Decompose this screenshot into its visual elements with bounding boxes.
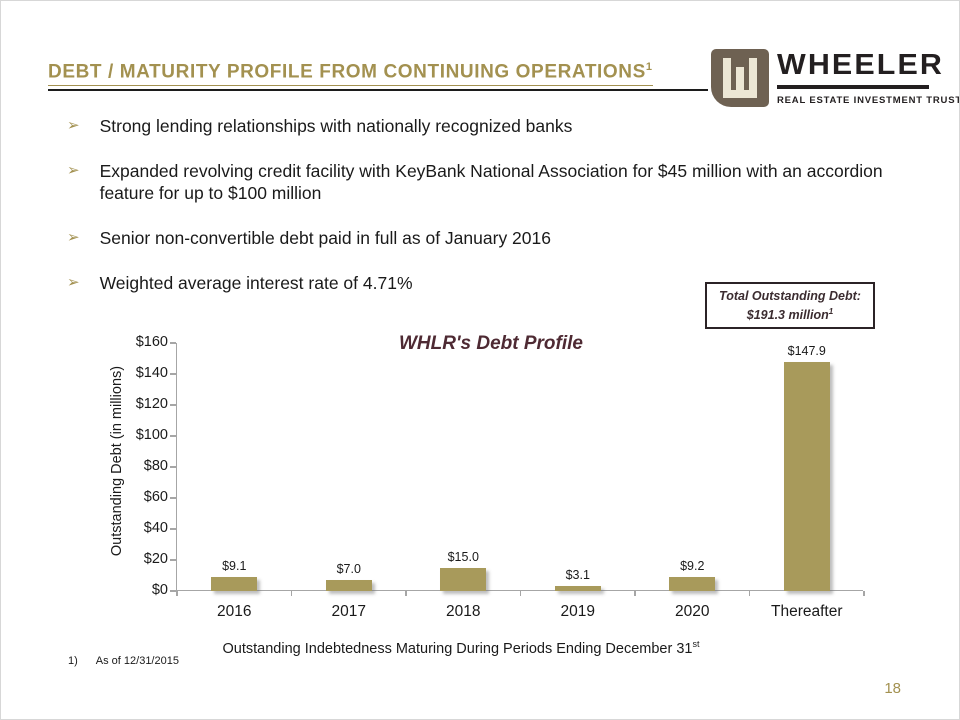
bullet-item: ➢ Strong lending relationships with natio… bbox=[67, 115, 917, 137]
bar-2018 bbox=[440, 567, 487, 591]
footnote-marker: 1) bbox=[68, 655, 78, 667]
bar-value-label: $9.2 bbox=[680, 558, 705, 573]
callout-line1: Total Outstanding Debt: bbox=[719, 289, 861, 303]
bar-2020 bbox=[669, 576, 716, 591]
header-rule bbox=[48, 89, 708, 91]
x-category-label: 2018 bbox=[446, 603, 481, 620]
slide-title-text: DEBT / MATURITY PROFILE FROM CONTINUING … bbox=[48, 61, 646, 83]
x-category-label: 2019 bbox=[560, 603, 595, 620]
y-tick-label: $0 bbox=[151, 582, 168, 598]
x-category-label: Thereafter bbox=[770, 603, 843, 620]
x-tick-mark bbox=[748, 591, 751, 596]
x-tick-mark bbox=[405, 591, 407, 596]
x-tick-mark bbox=[863, 591, 865, 596]
bullet-item: ➢ Senior non-convertible debt paid in ful… bbox=[67, 227, 917, 249]
bar-chart-plot-area: $0 $20 $40 $60 $80 $100 $120 $140 $160 $9.1 2016 $7… bbox=[136, 334, 865, 620]
x-tick-mark bbox=[519, 591, 522, 596]
footnote: 1) As of 12/31/2015 bbox=[68, 655, 179, 667]
x-category-label: 2016 bbox=[217, 603, 252, 620]
bullet-text: Weighted average interest rate of 4.71% bbox=[99, 273, 413, 293]
x-tick-mark bbox=[634, 591, 636, 596]
bullet-arrow-icon: ➢ bbox=[67, 274, 80, 291]
logo-wordmark: WHEELER bbox=[777, 49, 944, 81]
x-category-label: 2020 bbox=[675, 603, 710, 620]
y-tick-mark bbox=[169, 342, 176, 344]
bar-thereafter bbox=[783, 361, 830, 591]
y-tick-mark bbox=[169, 528, 176, 530]
footnote-text: As of 12/31/2015 bbox=[95, 655, 179, 667]
y-tick-label: $20 bbox=[143, 551, 168, 567]
logo-tagline: REAL ESTATE INVESTMENT TRUST bbox=[777, 95, 960, 106]
total-debt-callout: Total Outstanding Debt: $191.3 million1 bbox=[705, 282, 875, 330]
bullet-item: ➢ Expanded revolving credit facility with… bbox=[67, 160, 917, 204]
chart-title: WHLR's Debt Profile bbox=[399, 333, 583, 354]
x-tick-mark bbox=[290, 591, 293, 596]
slide-title: DEBT / MATURITY PROFILE FROM CONTINUING … bbox=[48, 61, 653, 87]
y-tick-label: $160 bbox=[135, 334, 168, 350]
y-tick-label: $40 bbox=[143, 520, 168, 536]
y-tick-label: $60 bbox=[143, 489, 168, 505]
bar-2019 bbox=[554, 586, 601, 591]
bullet-arrow-icon: ➢ bbox=[67, 117, 80, 134]
x-axis-caption: Outstanding Indebtedness Maturing During… bbox=[222, 639, 700, 657]
y-tick-label: $120 bbox=[135, 396, 168, 412]
y-tick-mark bbox=[169, 404, 176, 406]
slide-title-footnote-ref: 1 bbox=[645, 61, 653, 73]
bar-2016 bbox=[211, 576, 258, 591]
callout-line2: $191.3 million1 bbox=[746, 307, 834, 323]
bullet-arrow-icon: ➢ bbox=[67, 229, 80, 246]
y-tick-mark bbox=[169, 466, 176, 468]
logo-underline bbox=[777, 85, 929, 89]
bar-2017 bbox=[325, 580, 372, 591]
bullet-text: Expanded revolving credit facility with … bbox=[99, 161, 883, 203]
y-tick-mark bbox=[169, 373, 176, 375]
logo-w-monogram-icon bbox=[711, 49, 769, 107]
y-tick-label: $100 bbox=[135, 427, 168, 443]
bullet-list: ➢ Strong lending relationships with natio… bbox=[67, 115, 917, 317]
bar-value-label: $15.0 bbox=[447, 549, 479, 564]
company-logo: WHEELER REAL ESTATE INVESTMENT TRUST bbox=[711, 49, 959, 111]
y-tick-label: $140 bbox=[135, 365, 168, 381]
y-tick-label: $80 bbox=[143, 458, 168, 474]
x-tick-mark bbox=[176, 591, 178, 596]
y-tick-mark bbox=[169, 497, 176, 499]
bullet-arrow-icon: ➢ bbox=[67, 162, 80, 179]
y-tick-mark bbox=[169, 435, 176, 437]
logo-w-glyph bbox=[723, 58, 757, 98]
x-category-label: 2017 bbox=[331, 603, 366, 620]
bar-value-label: $147.9 bbox=[787, 343, 826, 358]
y-tick-mark bbox=[169, 590, 176, 592]
bullet-text: Senior non-convertible debt paid in full… bbox=[99, 228, 551, 248]
bar-value-label: $7.0 bbox=[336, 562, 361, 577]
bar-value-label: $3.1 bbox=[565, 568, 590, 583]
bar-value-label: $9.1 bbox=[222, 558, 247, 573]
bullet-text: Strong lending relationships with nation… bbox=[99, 116, 573, 136]
y-tick-mark bbox=[169, 559, 176, 561]
page-number: 18 bbox=[884, 680, 901, 697]
bullet-item: ➢ Weighted average interest rate of 4.71% bbox=[67, 272, 917, 294]
